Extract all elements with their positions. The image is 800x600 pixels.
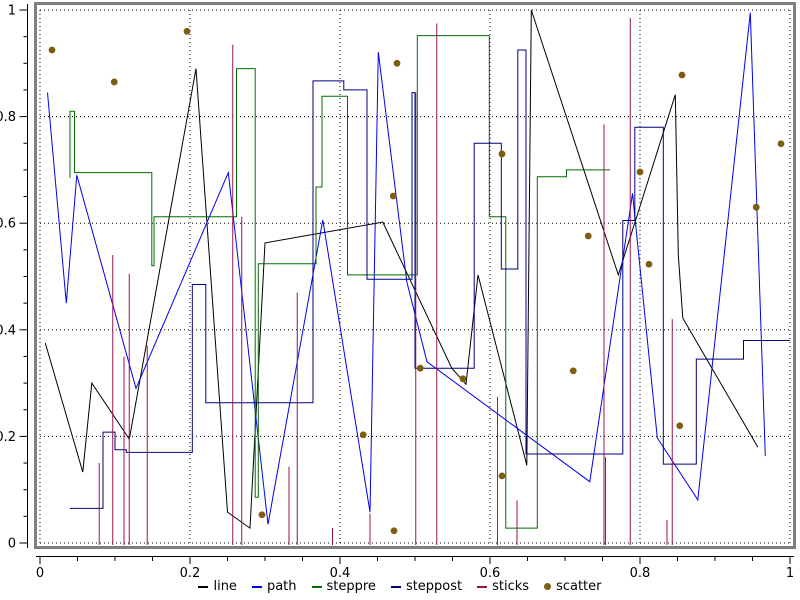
scatter-point: [777, 140, 785, 148]
x-tick-label: 1: [786, 566, 794, 579]
scatter-point: [459, 375, 467, 383]
series-scatter: [48, 27, 785, 535]
tick-labels: 0 0 0.2 0.2 0.4 0.4 0.6 0.6 0.8 0.8 1 1: [0, 4, 794, 580]
legend-label: sticks: [492, 579, 530, 594]
scatter-point: [416, 364, 424, 372]
scatter-point: [676, 422, 684, 430]
sticks-marker-icon: [477, 585, 488, 588]
y-tick-label: 0: [8, 537, 16, 552]
legend-label: scatter: [556, 579, 602, 594]
scatter-point: [569, 367, 577, 375]
scatter-point: [584, 232, 592, 240]
path-marker-icon: [251, 585, 262, 588]
legend-item-scatter[interactable]: scatter: [544, 579, 602, 594]
y-tick-label: 0.4: [0, 323, 16, 338]
legend-item-steppost[interactable]: steppost: [390, 579, 463, 594]
series-steppre: [69, 35, 610, 529]
canvas-frame: [34, 2, 796, 549]
y-tick-label: 0.8: [0, 110, 16, 125]
scatter-point: [678, 71, 686, 79]
series-group: [44, 9, 790, 545]
steppost-marker-icon: [390, 585, 401, 588]
line-marker-icon: [198, 585, 209, 588]
legend-label: path: [266, 579, 297, 594]
y-tick-label: 0.2: [0, 430, 16, 445]
legend-item-sticks[interactable]: sticks: [477, 579, 529, 594]
y-tick-label: 1: [8, 4, 16, 19]
series-path: [47, 12, 766, 525]
scatter-point: [498, 150, 506, 158]
scatter-marker-icon: [544, 583, 552, 590]
scatter-point: [390, 527, 398, 535]
legend-item-line[interactable]: line: [198, 579, 237, 594]
scatter-point: [752, 203, 760, 211]
legend-label: line: [213, 579, 237, 594]
scatter-point: [48, 46, 56, 54]
x-tick-label: 0.4: [330, 566, 351, 579]
scatter-point: [636, 168, 644, 176]
scatter-point: [393, 59, 401, 67]
scatter-point: [389, 192, 397, 200]
y-tick-label: 0.6: [0, 217, 16, 232]
x-tick-label: 0: [36, 566, 44, 579]
legend-item-path[interactable]: path: [251, 579, 297, 594]
series-sticks: [98, 17, 673, 545]
series-steppost: [70, 49, 790, 509]
x-tick-label: 0.2: [180, 566, 201, 579]
plot-canvas[interactable]: 0 0 0.2 0.2 0.4 0.4 0.6 0.6 0.8 0.8 1 1: [0, 0, 800, 579]
scatter-point: [183, 27, 191, 35]
steppre-marker-icon: [311, 585, 322, 588]
scatter-point: [258, 511, 266, 519]
scatter-point: [498, 472, 506, 480]
x-tick-label: 0.6: [480, 566, 501, 579]
legend: line path steppre steppost sticks scatte…: [0, 579, 800, 594]
legend-label: steppre: [326, 579, 376, 594]
legend-label: steppost: [405, 579, 463, 594]
grid: [39, 9, 791, 544]
axes: [19, 4, 794, 564]
scatter-point: [645, 260, 653, 268]
legend-item-steppre[interactable]: steppre: [311, 579, 376, 594]
scatter-point: [110, 78, 118, 86]
scatter-point: [359, 431, 367, 439]
x-tick-label: 0.8: [630, 566, 651, 579]
